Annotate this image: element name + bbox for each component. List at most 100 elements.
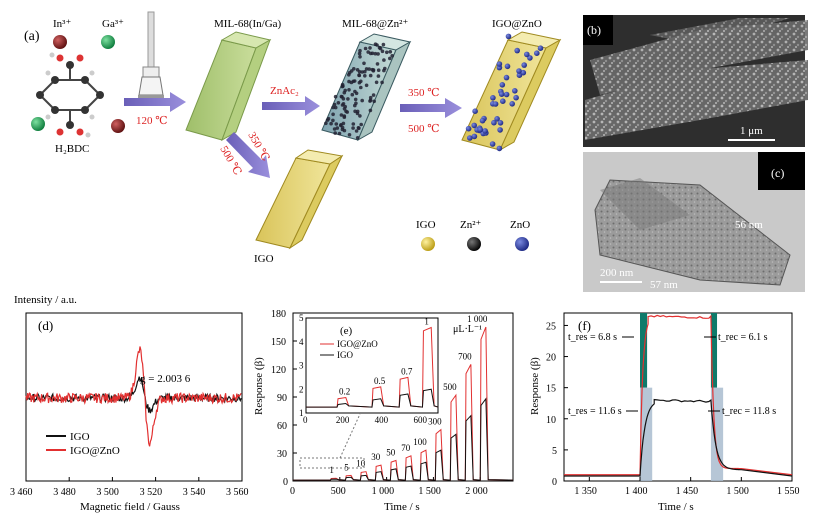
zno-dot: [477, 126, 484, 133]
zn-dot: [390, 54, 395, 58]
zn-dot: [333, 94, 338, 99]
inset-x-tick-label: 400: [375, 415, 389, 425]
zn-mof-label: MIL-68@Zn²⁺: [342, 18, 408, 30]
zn-dot: [342, 128, 347, 133]
zn-dot: [375, 43, 379, 47]
zn-dot: [349, 80, 354, 85]
process-arrow-2: [262, 96, 320, 116]
inset-conc-labels: 0.2 0.5 0.7 1: [339, 317, 429, 397]
response-conc-label: 70: [401, 443, 411, 453]
process-arrow-1: [124, 92, 186, 112]
inset-y-tick-label: 5: [299, 313, 304, 323]
zno-dot: [497, 120, 504, 126]
response-conc-label: 10: [356, 459, 366, 469]
process-arrow-diagonal: [226, 132, 270, 178]
response-conc-label: 30: [371, 452, 381, 462]
zn-dot: [342, 114, 347, 118]
zno-dot: [505, 33, 512, 40]
tem-label-box: [758, 152, 805, 190]
recovery-y-tick-label: 25: [546, 321, 556, 332]
recovery-x-tick-label: 1 450: [676, 486, 699, 497]
epr-x-tick-label: 3 520: [140, 487, 163, 498]
legend-igo-sphere: [421, 237, 435, 251]
response-recovery-chart: Response (β) Time / s (f) 1 350 1 400 1 45…: [529, 312, 800, 513]
epr-igo-line: [25, 376, 242, 414]
panel-label-a: (a): [24, 29, 40, 44]
recovery-x-tick-label: 1 350: [574, 486, 597, 497]
zno-dot: [512, 88, 518, 94]
zno-dot: [465, 125, 472, 132]
epr-x-ticks: 3 460 3 480 3 500 3 520 3 540 3 560: [10, 477, 249, 498]
zno-dot: [494, 116, 500, 122]
response-x-tick-label: 2 000: [465, 486, 488, 497]
inset-y-tick-label: 3: [299, 361, 304, 371]
sem-scale-label: 1 μm: [740, 125, 763, 137]
zn-dot: [382, 58, 386, 62]
epr-igozno-line: [25, 346, 242, 447]
zn-dot: [341, 84, 345, 88]
zn-dot: [333, 105, 338, 110]
zn-dot: [324, 121, 328, 126]
zn-dot: [352, 67, 356, 71]
zno-dot: [516, 72, 523, 78]
response-conc-label: 300: [428, 417, 442, 427]
response-conc-label: 1: [329, 465, 334, 475]
zno-dot: [537, 45, 544, 51]
response-y-tick-label: 0: [283, 477, 288, 488]
inset-conc-label: 0.7: [401, 366, 413, 376]
h2bdc-molecule: [36, 52, 104, 138]
recovery-ticks: 1 350 1 400 1 450 1 500 1 550 0 5 10 15 20 25: [546, 321, 800, 497]
in-ion-label: In³⁺: [53, 18, 71, 30]
zn-dot: [339, 113, 344, 117]
legend-zn-label: Zn²⁺: [460, 219, 482, 231]
inset-conc-label: 0.2: [339, 387, 350, 397]
zno-dot: [471, 122, 478, 129]
epr-legend-igozno: IGO@ZnO: [70, 445, 120, 457]
zno-particle-dots: [465, 33, 544, 152]
recovery-y-tick-label: 15: [546, 384, 556, 395]
zn-dot: [355, 136, 360, 140]
h2bdc-label: H₂BDC: [55, 143, 89, 155]
zno-dot: [534, 50, 540, 56]
zn-dot: [331, 105, 335, 110]
zno-dot: [498, 91, 505, 97]
response-y-tick-label: 180: [271, 309, 286, 320]
recovery-band: [710, 313, 718, 388]
zn-dot: [382, 68, 386, 73]
epr-g-annotation: g = 2.003 6: [140, 373, 191, 385]
zn-dot: [339, 123, 343, 127]
tres-red-label: t_res = 6.8 s: [568, 332, 617, 343]
zn-dot: [380, 80, 384, 85]
response-conc-label: 50: [386, 447, 396, 457]
zn-dot: [350, 92, 355, 97]
recovery-y-tick-label: 5: [552, 446, 557, 457]
zn-dot: [376, 68, 381, 72]
zn-dot: [346, 97, 350, 101]
zn-dot: [368, 99, 372, 103]
zno-dot: [524, 51, 530, 58]
zn-ion-dots: [324, 42, 395, 140]
zn-dot: [353, 89, 357, 94]
zno-dot: [521, 62, 527, 68]
recovery-bands: [640, 313, 724, 481]
zno-dot: [503, 74, 510, 81]
autoclave-icon: [138, 11, 164, 100]
zno-dot: [467, 135, 473, 141]
inset-legend-igozno: IGO@ZnO: [337, 339, 378, 349]
response-y-tick-label: 30: [277, 449, 287, 460]
in-ion-sphere-2: [111, 119, 125, 133]
zn-dot: [363, 69, 367, 74]
zn-dot: [326, 116, 331, 121]
epr-ylabel: Intensity / a.u.: [14, 294, 77, 306]
tem-dim-1: 56 nm: [735, 219, 763, 231]
zn-dot: [371, 93, 376, 97]
ga-ion-sphere: [101, 35, 115, 49]
sem-micrograph: (b) 1 μm: [583, 15, 808, 147]
response-conc-label: 5: [344, 462, 349, 472]
response-ylabel: Response (β): [253, 357, 265, 415]
zn-dot: [388, 50, 393, 54]
zn-dot: [377, 45, 382, 50]
response-y-tick-label: 60: [277, 421, 287, 432]
